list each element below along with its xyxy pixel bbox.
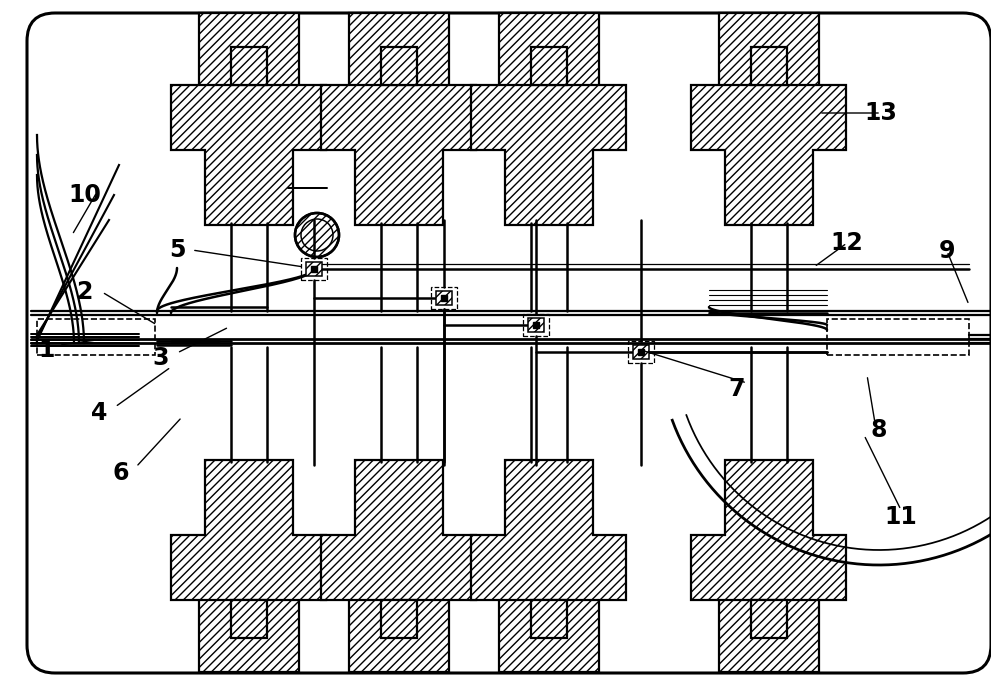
Bar (380, 108, 418, 183)
Bar (230, 108, 268, 183)
Bar (751, 600, 787, 638)
Bar (199, 13, 299, 108)
Text: 2: 2 (76, 280, 92, 304)
Text: 9: 9 (939, 239, 955, 263)
Bar (719, 577, 819, 672)
Bar (37, 319, 155, 355)
Polygon shape (691, 85, 846, 225)
Bar (231, 47, 267, 85)
Circle shape (295, 213, 339, 257)
Bar (530, 502, 568, 577)
Bar (431, 287, 457, 309)
Text: 13: 13 (865, 101, 897, 125)
Text: 7: 7 (729, 377, 745, 401)
Bar (349, 13, 449, 108)
Text: 12: 12 (831, 231, 863, 255)
Polygon shape (472, 85, 626, 225)
Bar (306, 262, 322, 276)
Bar (531, 47, 567, 85)
Bar (530, 108, 568, 183)
FancyBboxPatch shape (27, 13, 991, 673)
Text: 4: 4 (91, 401, 107, 425)
Bar (628, 341, 654, 363)
Polygon shape (691, 460, 846, 600)
Text: 10: 10 (69, 183, 101, 207)
Bar (199, 577, 299, 672)
Bar (230, 502, 268, 577)
Bar (750, 108, 788, 183)
Bar (381, 47, 417, 85)
Polygon shape (172, 460, 326, 600)
Text: 5: 5 (169, 238, 185, 262)
Polygon shape (321, 460, 476, 600)
Polygon shape (321, 85, 476, 225)
Bar (719, 13, 819, 108)
Text: 3: 3 (153, 346, 169, 370)
Bar (633, 345, 649, 359)
Bar (301, 258, 327, 280)
Bar (750, 502, 788, 577)
Polygon shape (472, 460, 626, 600)
Bar (349, 577, 449, 672)
Bar (231, 600, 267, 638)
Bar (827, 319, 969, 355)
Text: 8: 8 (871, 418, 887, 442)
Bar (531, 600, 567, 638)
Bar (499, 577, 599, 672)
Polygon shape (172, 85, 326, 225)
Bar (436, 291, 452, 305)
Bar (499, 13, 599, 108)
Bar (523, 314, 549, 336)
Bar (380, 502, 418, 577)
Text: 6: 6 (113, 461, 129, 485)
Text: 11: 11 (885, 505, 917, 529)
Bar (528, 318, 544, 332)
Bar (381, 600, 417, 638)
Bar (751, 47, 787, 85)
Text: 1: 1 (39, 338, 55, 362)
